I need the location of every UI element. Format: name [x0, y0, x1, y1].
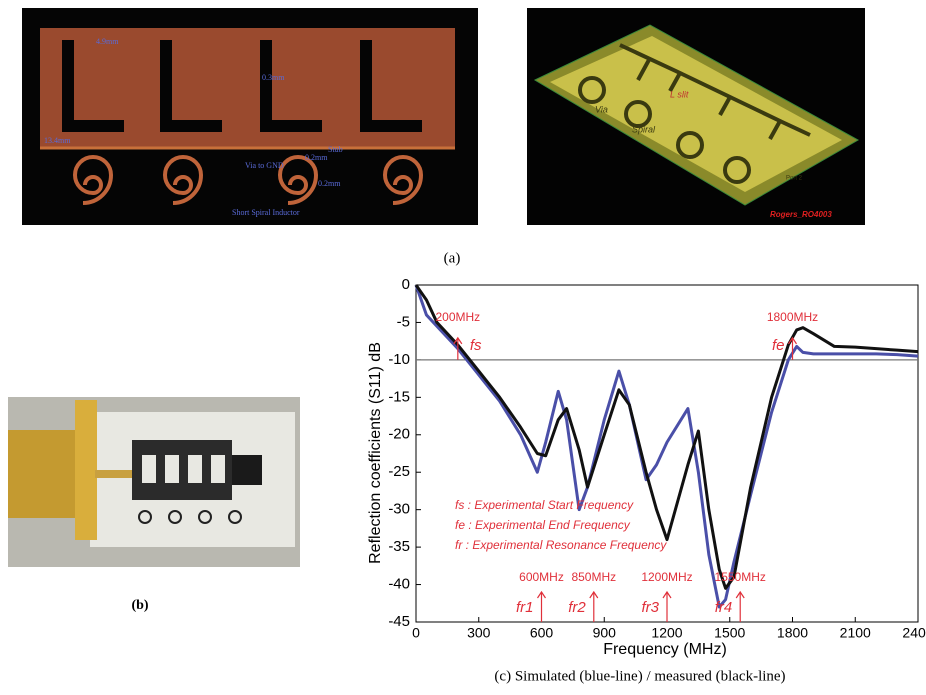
x-axis-label: Frequency (MHz) [603, 641, 727, 658]
y-tick-label: -45 [388, 613, 410, 630]
model-label: Via [595, 104, 608, 114]
x-tick-label: 2100 [840, 625, 871, 641]
y-tick-label: -5 [397, 313, 410, 330]
y-tick-label: -25 [388, 463, 410, 480]
x-tick-label: 600 [530, 625, 554, 641]
note: fs : Experimental Start Frequency [455, 498, 634, 512]
x-tick-label: 2400 [902, 625, 926, 641]
panel-caption: (a) [444, 250, 461, 266]
y-tick-label: -35 [388, 538, 410, 555]
annotation-symbol: fr4 [715, 599, 733, 616]
model-label: L slit [670, 89, 689, 99]
annotation-symbol: fr1 [516, 599, 534, 616]
annotation-label: 1550MHz [715, 570, 766, 584]
figure: 4.9mm 13.4mm 0.3mm 0.2mm 0.2mm Via to GN… [0, 0, 926, 690]
annotation-label: 1800MHz [767, 310, 818, 324]
layout-label: Short Spiral Inductor [232, 208, 300, 217]
annotation-label: 1200MHz [641, 570, 692, 584]
page: 4.9mm 13.4mm 0.3mm 0.2mm 0.2mm Via to GN… [0, 0, 926, 695]
layout-label: 0.2mm [305, 153, 328, 162]
layout-label: Via to GND [245, 161, 284, 170]
layout-label: 13.4mm [44, 136, 71, 145]
annotation-label: 200MHz [435, 310, 480, 324]
y-tick-label: -10 [388, 351, 410, 368]
x-tick-label: 1200 [651, 625, 682, 641]
x-tick-label: 300 [467, 625, 491, 641]
panel-caption: (b) [131, 598, 148, 613]
annotation-symbol: fe [772, 337, 785, 354]
series-line [416, 285, 918, 607]
y-tick-label: -20 [388, 426, 410, 443]
x-tick-label: 1800 [777, 625, 808, 641]
model-image: L slit Via Spiral Port 2 Rogers_RO4003 [527, 8, 865, 225]
annotation-symbol: fr2 [568, 599, 586, 616]
note: fr : Experimental Resonance Frequency [455, 538, 667, 552]
annotation-symbol: fr3 [641, 599, 659, 616]
model-label: Rogers_RO4003 [770, 210, 832, 219]
model-label: Spiral [632, 124, 656, 134]
y-tick-label: -40 [388, 576, 410, 593]
y-tick-label: -15 [388, 388, 410, 405]
annotation-label: 850MHz [571, 570, 616, 584]
x-tick-label: 1500 [714, 625, 745, 641]
y-tick-label: 0 [402, 276, 410, 293]
layout-image: 4.9mm 13.4mm 0.3mm 0.2mm 0.2mm Via to GN… [22, 8, 478, 225]
layout-label: 0.2mm [318, 179, 341, 188]
annotation-label: 600MHz [519, 570, 564, 584]
layout-label: Stub [328, 145, 343, 154]
layout-label: 0.3mm [262, 73, 285, 82]
layout-label: 4.9mm [96, 37, 119, 46]
x-tick-label: 900 [593, 625, 617, 641]
annotation-symbol: fs [470, 337, 482, 354]
photo [8, 397, 300, 567]
x-tick-label: 0 [412, 625, 420, 641]
model-label: Port 2 [786, 176, 803, 182]
y-axis-label: Reflection coefficients (S11) dB [367, 342, 384, 564]
chart-caption: (c) Simulated (blue-line) / measured (bl… [494, 668, 785, 684]
y-tick-label: -30 [388, 501, 410, 518]
note: fe : Experimental End Frequency [455, 518, 631, 532]
